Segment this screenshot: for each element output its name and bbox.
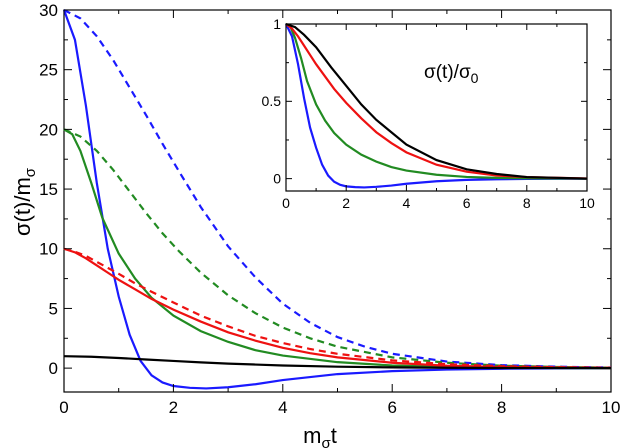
inset-x-tick-label: 0 <box>282 195 290 211</box>
main-x-tick-label: 2 <box>169 398 178 417</box>
main-y-tick-label: 20 <box>39 120 58 139</box>
main-series-line-red-solid <box>63 247 612 370</box>
y-axis-label-base: σ(t)/m <box>10 177 35 236</box>
inset-x-tick-label: 6 <box>463 195 471 211</box>
main-series-line-green-dashed <box>63 128 612 369</box>
main-x-ticks: 0 2 4 6 8 10 <box>59 10 620 417</box>
y-axis-label-sub: σ <box>22 167 39 177</box>
main-series-line-black-solid <box>63 355 612 370</box>
x-axis-label-tail: t <box>331 423 337 448</box>
inset-x-tick-label: 4 <box>403 195 411 211</box>
main-series-line-blue-solid <box>62 9 612 390</box>
main-x-tick-label: 10 <box>602 398 621 417</box>
inset-x-ticks: 0 2 4 6 8 10 <box>282 24 595 211</box>
main-x-tick-label: 8 <box>497 398 506 417</box>
main-y-tick-label: 0 <box>49 359 58 378</box>
inset-plot-background <box>286 24 587 191</box>
inset-plot: 0 2 4 6 8 10 00.51 σ(t)/σ0 <box>262 16 595 211</box>
main-y-tick-label: 25 <box>39 61 58 80</box>
inset-x-tick-label: 2 <box>342 195 350 211</box>
inset-y-tick-label: 0.5 <box>262 93 282 109</box>
inset-series-line-green <box>285 23 588 180</box>
y-axis-label: σ(t)/mσ <box>10 167 39 236</box>
inset-series-group <box>285 22 588 189</box>
inset-title-base: σ(t)/σ <box>424 62 471 83</box>
main-series-group <box>62 9 612 390</box>
main-series-line-red-dashed <box>63 247 612 369</box>
inset-x-tick-label: 8 <box>523 195 531 211</box>
main-y-tick-label: 30 <box>39 1 58 20</box>
main-x-tick-label: 4 <box>278 398 287 417</box>
main-y-tick-label: 10 <box>39 240 58 259</box>
inset-series-line-red <box>285 23 588 180</box>
main-y-tick-label: 5 <box>49 299 58 318</box>
inset-series-line-black <box>285 22 588 180</box>
main-x-tick-label: 0 <box>59 398 68 417</box>
inset-title-sub: 0 <box>471 70 479 86</box>
inset-y-tick-label: 0 <box>273 171 281 187</box>
inset-y-tick-label: 1 <box>273 16 281 32</box>
main-series-line-blue-dashed <box>63 9 612 369</box>
x-axis-label: mσt <box>303 423 337 448</box>
main-y-tick-label: 15 <box>39 180 58 199</box>
x-axis-label-base: m <box>303 423 321 448</box>
inset-x-tick-label: 10 <box>579 195 595 211</box>
main-x-tick-label: 6 <box>387 398 396 417</box>
inset-title: σ(t)/σ0 <box>424 62 479 86</box>
inset-y-ticks: 00.51 <box>262 16 587 187</box>
x-axis-label-sub: σ <box>321 435 331 448</box>
